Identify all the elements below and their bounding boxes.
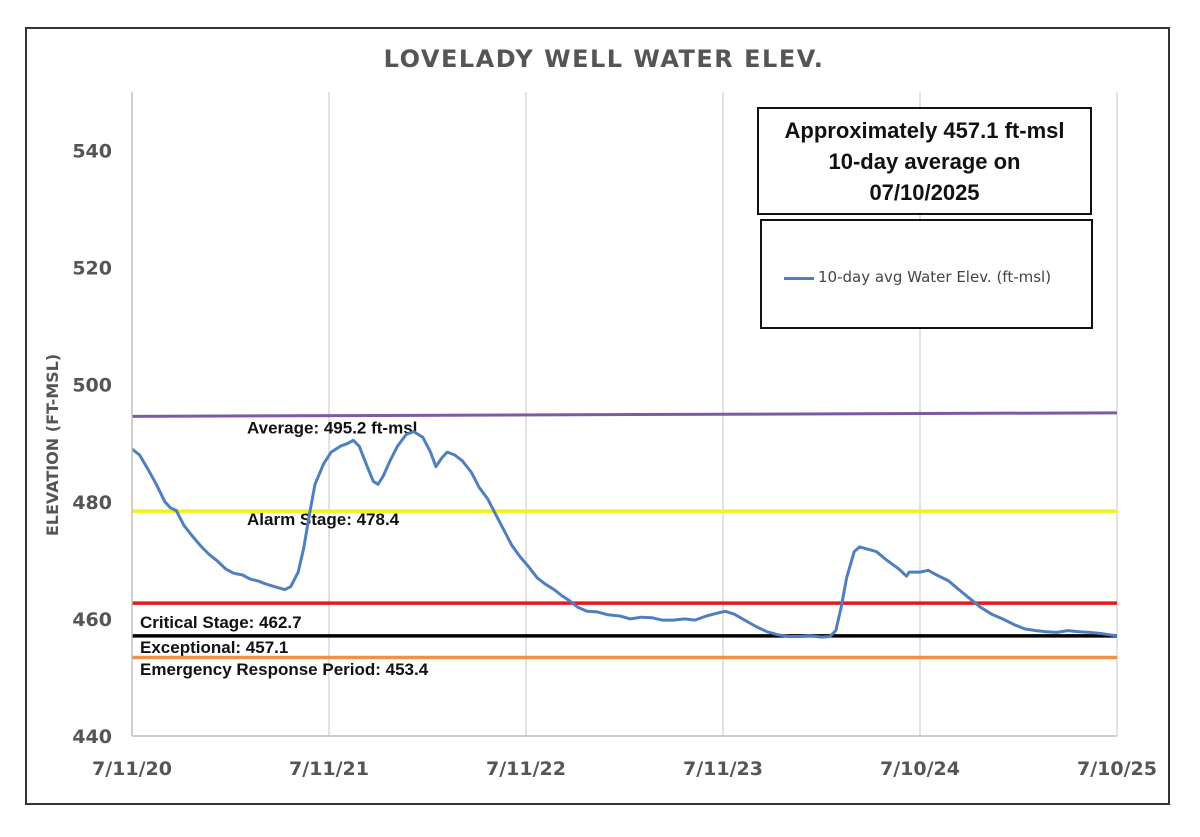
critical-label: Critical Stage: 462.7 (140, 613, 302, 632)
series-line (131, 430, 1118, 639)
axis-layer: 7/11/20 7/11/21 7/11/22 7/11/23 7/10/24 7/10/… (72, 92, 1157, 780)
reference-lines: Average: 495.2 ft-msl Alarm Stage: 478.4 C… (131, 411, 1118, 679)
y-tick-label: 520 (72, 258, 112, 280)
legend: 10-day avg Water Elev. (ft-msl) (760, 219, 1093, 329)
status-note-box: Approximately 457.1 ft-msl 10-day averag… (757, 107, 1092, 215)
legend-swatch (784, 277, 814, 280)
x-tick-label: 7/11/22 (486, 758, 566, 780)
chart-title: LOVELADY WELL WATER ELEV. (384, 45, 825, 73)
x-tick-label: 7/11/21 (289, 758, 369, 780)
legend-label: 10-day avg Water Elev. (ft-msl) (818, 268, 1052, 286)
y-tick-label: 440 (72, 726, 112, 748)
x-tick-label: 7/10/25 (1077, 758, 1157, 780)
emergency-label: Emergency Response Period: 453.4 (140, 660, 429, 679)
average-line (131, 411, 1118, 418)
series-layer (131, 430, 1118, 639)
x-tick-label: 7/11/20 (92, 758, 172, 780)
average-label: Average: 495.2 ft-msl (247, 418, 417, 437)
y-tick-label: 480 (72, 492, 112, 514)
y-axis-label: ELEVATION (FT-MSL) (43, 354, 62, 536)
alarm-label: Alarm Stage: 478.4 (247, 510, 400, 529)
exceptional-label: Exceptional: 457.1 (140, 638, 288, 657)
note-line-1: Approximately 457.1 ft-msl (784, 118, 1065, 143)
y-tick-label: 500 (72, 375, 112, 397)
note-line-2: 10-day average on (828, 149, 1021, 174)
y-tick-label: 460 (72, 609, 112, 631)
y-tick-label: 540 (72, 141, 112, 163)
x-tick-label: 7/10/24 (880, 758, 960, 780)
note-line-3: 07/10/2025 (869, 180, 980, 205)
x-tick-label: 7/11/23 (683, 758, 763, 780)
